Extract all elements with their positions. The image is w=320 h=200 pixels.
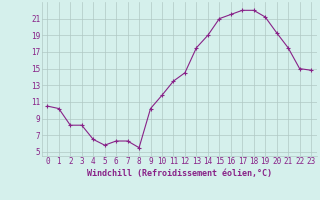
X-axis label: Windchill (Refroidissement éolien,°C): Windchill (Refroidissement éolien,°C) xyxy=(87,169,272,178)
